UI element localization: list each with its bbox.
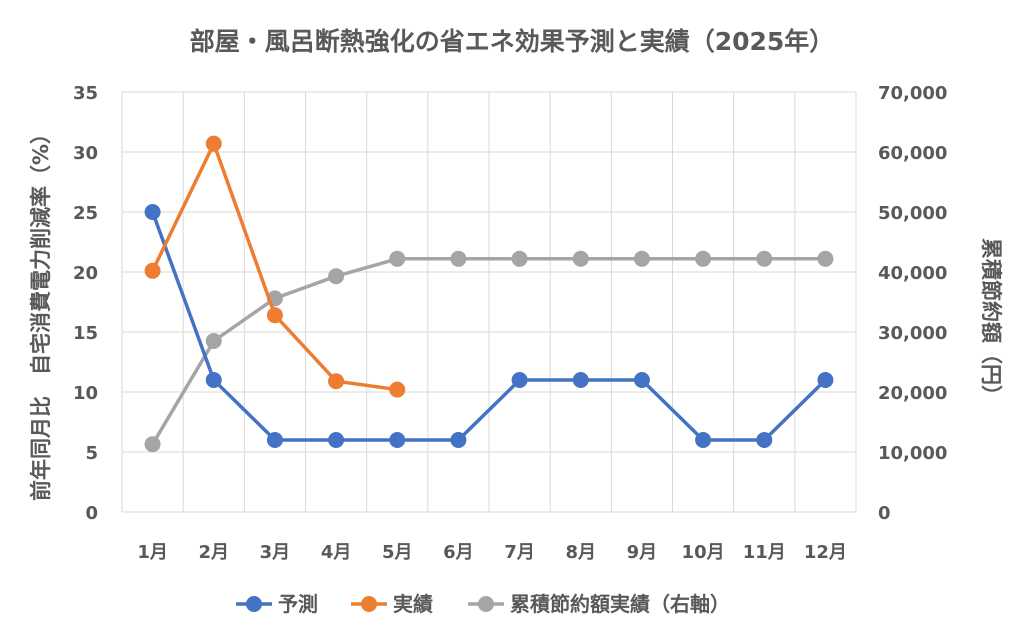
legend-marker [361, 596, 377, 612]
right-tick-label: 20,000 [878, 383, 947, 404]
right-axis-ticks: 0 10,000 20,000 30,000 40,000 50,000 60,000 70,… [878, 83, 947, 524]
data-point [511, 372, 528, 388]
left-tick-label: 10 [73, 383, 98, 404]
right-tick-label: 70,000 [878, 83, 947, 104]
data-point [450, 250, 467, 267]
x-tick-label: 6月 [443, 542, 474, 563]
legend-label: 実績 [393, 592, 433, 616]
data-point [389, 381, 406, 398]
data-point [511, 250, 528, 267]
left-axis-label: 前年同月比 自宅消費電力削減率（%） [29, 123, 53, 501]
data-point [389, 250, 406, 267]
x-tick-label: 8月 [565, 542, 596, 563]
data-point [144, 262, 161, 279]
left-tick-label: 25 [73, 203, 98, 224]
x-tick-label: 2月 [198, 542, 229, 563]
right-tick-label: 60,000 [878, 143, 947, 164]
series-layer [144, 135, 834, 453]
data-point [633, 372, 650, 388]
x-tick-label: 4月 [321, 542, 352, 563]
data-point [450, 432, 467, 448]
right-tick-label: 50,000 [878, 203, 947, 224]
data-point [817, 250, 834, 267]
data-point [817, 372, 834, 388]
series-line [150, 211, 827, 442]
data-point [144, 204, 161, 220]
x-tick-label: 9月 [627, 542, 658, 563]
data-point [205, 135, 222, 152]
data-point [572, 372, 589, 388]
data-point [205, 372, 222, 388]
right-tick-label: 40,000 [878, 263, 947, 284]
data-point [572, 250, 589, 267]
right-axis-label: 累積節約額（円） [979, 238, 1003, 406]
legend-label: 予測 [278, 592, 318, 616]
left-tick-label: 5 [85, 443, 98, 464]
legend-marker [478, 596, 494, 612]
legend-marker [246, 596, 262, 612]
x-tick-label: 1月 [137, 542, 168, 563]
legend-label: 累積節約額実績（右軸） [510, 592, 730, 616]
data-point [266, 307, 283, 324]
left-tick-label: 35 [73, 83, 98, 104]
left-tick-label: 20 [73, 263, 98, 284]
data-point [633, 250, 650, 267]
right-tick-label: 10,000 [878, 443, 947, 464]
right-tick-label: 0 [878, 503, 891, 524]
data-point [328, 432, 345, 448]
x-tick-label: 10月 [682, 542, 725, 563]
data-point [756, 432, 773, 448]
legend: 予測 実績 累積節約額実績（右軸） [236, 592, 730, 616]
x-tick-label: 11月 [743, 542, 786, 563]
x-tick-label: 5月 [382, 542, 413, 563]
x-axis-ticks: 1月 2月 3月 4月 5月 6月 7月 8月 9月 10月 11月 12月 [137, 542, 847, 563]
chart-title: 部屋・風呂断熱強化の省エネ効果予測と実績（2025年） [190, 27, 835, 56]
x-tick-label: 12月 [804, 542, 847, 563]
data-point [389, 432, 406, 448]
series-line [151, 257, 826, 446]
left-tick-label: 15 [73, 323, 98, 344]
data-point [695, 432, 712, 448]
left-axis-ticks: 0 5 10 15 20 25 30 35 [73, 83, 98, 524]
data-point [756, 250, 773, 267]
data-point [205, 333, 222, 349]
x-tick-label: 3月 [260, 542, 291, 563]
gridlines [121, 91, 857, 513]
x-tick-label: 7月 [504, 542, 535, 563]
left-tick-label: 30 [73, 143, 98, 164]
data-point [266, 432, 283, 448]
data-point [328, 268, 345, 285]
data-point [328, 373, 345, 390]
data-point [144, 436, 161, 453]
data-point [695, 250, 712, 267]
left-tick-label: 0 [85, 503, 98, 524]
right-tick-label: 30,000 [878, 323, 947, 344]
